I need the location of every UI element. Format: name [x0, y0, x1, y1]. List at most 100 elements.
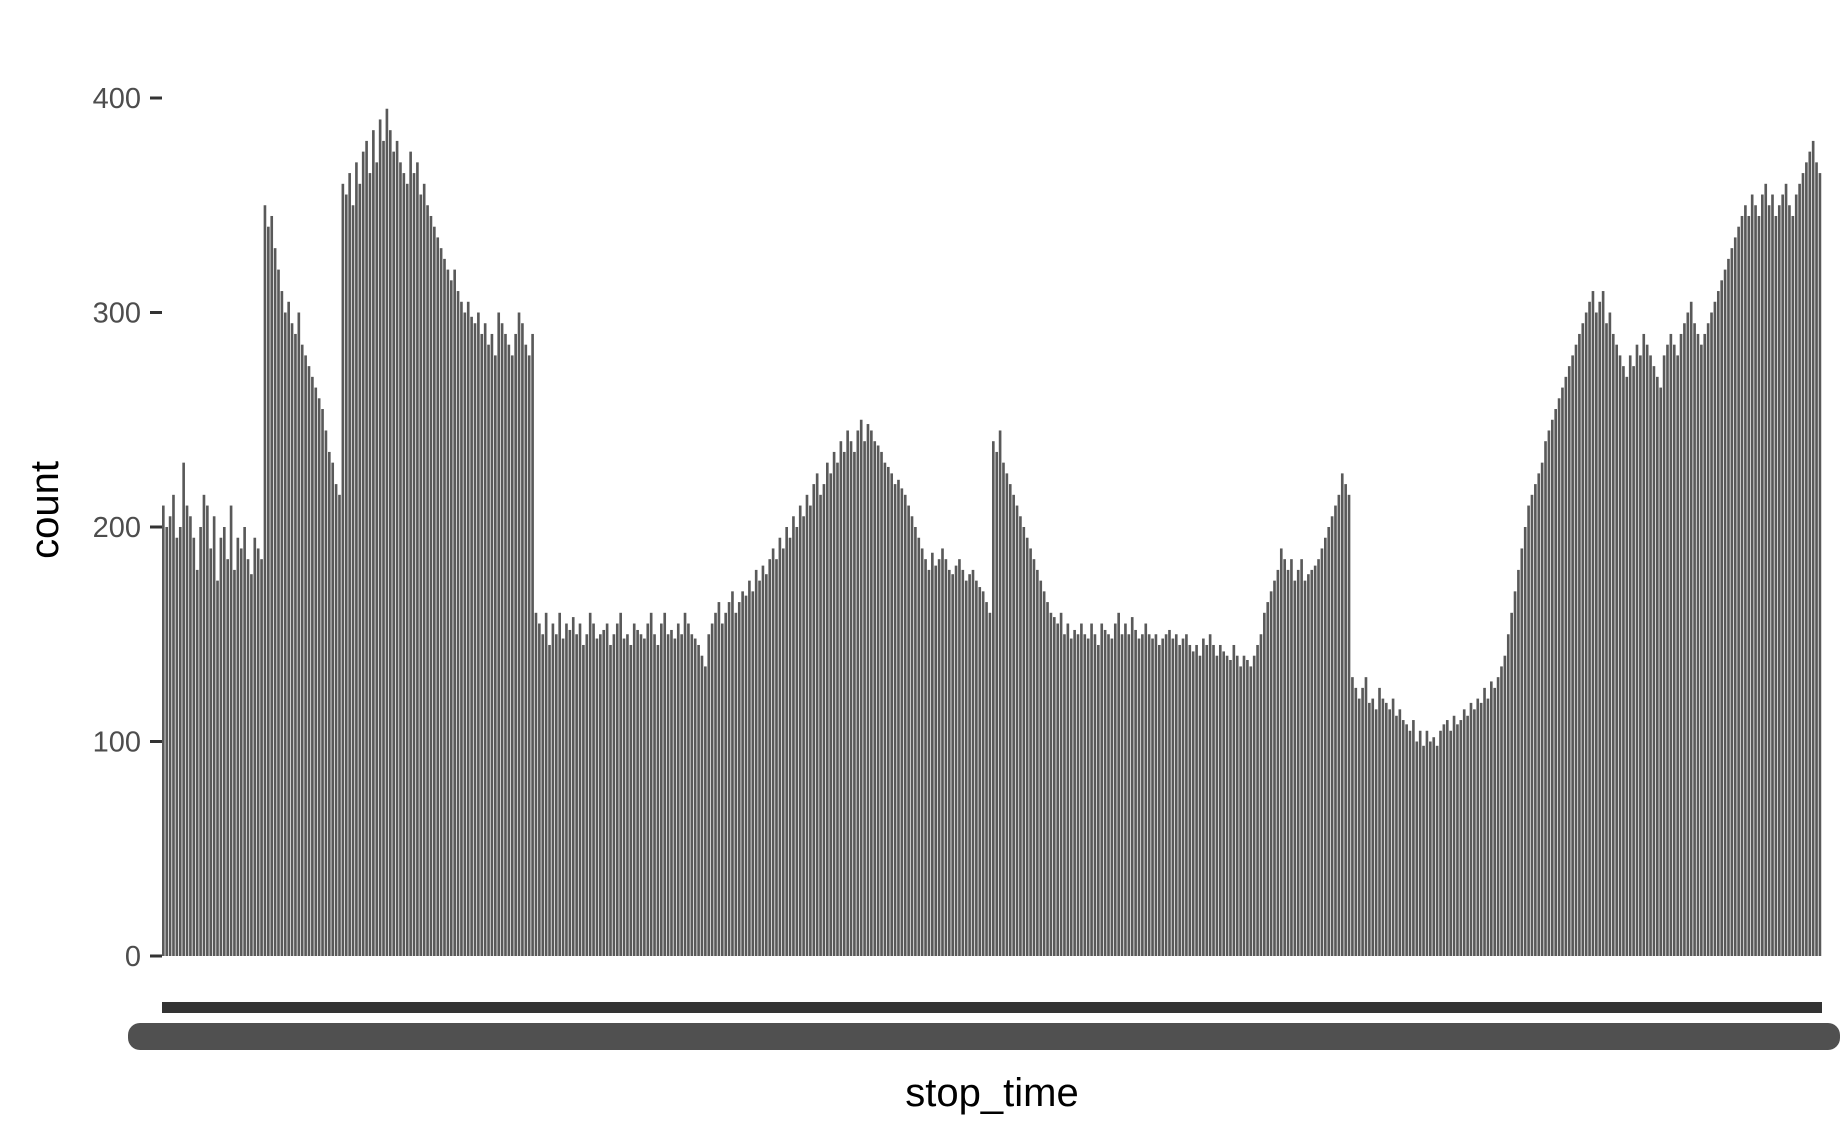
bar [378, 119, 382, 956]
bar [1547, 430, 1551, 957]
bar [328, 451, 331, 956]
bar [643, 638, 646, 956]
bar [1693, 323, 1696, 957]
bar [1269, 591, 1273, 956]
bar [1469, 702, 1473, 956]
bar [815, 473, 819, 957]
bar [1415, 741, 1419, 956]
bar [1761, 194, 1764, 956]
bar [1171, 638, 1175, 956]
bar [433, 226, 436, 956]
bar [1744, 205, 1747, 956]
bar [212, 516, 216, 956]
bar [1452, 715, 1456, 956]
bar [748, 580, 751, 957]
bar [185, 505, 189, 956]
bar [1164, 634, 1168, 956]
bar [1483, 687, 1486, 957]
bar [1188, 644, 1192, 956]
bar [1293, 580, 1297, 957]
bar [229, 505, 233, 956]
bar [1554, 409, 1558, 956]
bar [338, 494, 341, 956]
bar [1490, 681, 1493, 956]
bar [1659, 387, 1663, 957]
bar [483, 323, 487, 957]
bar [1168, 629, 1171, 956]
bar [565, 623, 568, 956]
bar [1202, 638, 1205, 956]
bar [368, 173, 372, 956]
bar [873, 441, 877, 956]
bar [1662, 355, 1666, 956]
bar [592, 623, 595, 956]
bar [1771, 194, 1774, 956]
bar [1222, 651, 1226, 956]
bar [283, 312, 287, 956]
bar [1100, 623, 1104, 956]
bar [463, 312, 467, 956]
bar [331, 462, 335, 956]
bar [246, 559, 250, 956]
bar [1008, 484, 1012, 956]
bar [1032, 559, 1036, 956]
bar [348, 173, 351, 956]
bar [751, 591, 755, 956]
bar [1537, 473, 1541, 957]
bar [294, 333, 297, 956]
bar [1357, 698, 1361, 956]
bar [917, 537, 921, 956]
bar [399, 162, 402, 957]
bar [209, 548, 213, 956]
bar [819, 494, 822, 956]
bar [1069, 638, 1073, 956]
bar [1212, 644, 1215, 956]
bar [388, 130, 392, 957]
bar [741, 591, 744, 956]
bar [1473, 709, 1476, 956]
bar [1571, 355, 1574, 956]
bar [1503, 655, 1507, 956]
bar [446, 269, 450, 957]
bar [1405, 724, 1408, 956]
bar [1066, 623, 1070, 956]
bar [1801, 173, 1805, 956]
bar [504, 333, 507, 956]
bar [1249, 666, 1253, 956]
bar [1615, 344, 1618, 956]
bar [314, 387, 318, 957]
bar [1147, 634, 1151, 956]
bar [1273, 580, 1276, 957]
bar [1080, 623, 1083, 956]
bar [222, 527, 226, 956]
bar [456, 291, 460, 956]
bar [375, 162, 379, 957]
bar [1794, 194, 1798, 956]
bar [1191, 651, 1195, 956]
bar [1788, 205, 1791, 956]
bar [554, 634, 558, 956]
bar [1716, 291, 1720, 956]
bar [985, 602, 988, 956]
bar [1628, 355, 1632, 956]
bar [981, 591, 985, 956]
bar [649, 612, 653, 956]
bar [1097, 644, 1100, 956]
bar [1618, 355, 1622, 956]
x-axis-scrollbar[interactable] [128, 1023, 1840, 1050]
bar [494, 355, 497, 956]
bar [317, 398, 321, 956]
bar [1459, 720, 1463, 956]
bar [382, 140, 385, 956]
bar [1256, 644, 1259, 956]
bar [1120, 634, 1124, 956]
bar [1361, 687, 1364, 957]
bar [998, 430, 1002, 957]
bar [1401, 720, 1405, 956]
bar [273, 248, 277, 956]
bar [1296, 569, 1300, 956]
bar [992, 441, 995, 956]
bar [602, 629, 606, 956]
bar [964, 580, 968, 957]
bar [226, 559, 230, 956]
